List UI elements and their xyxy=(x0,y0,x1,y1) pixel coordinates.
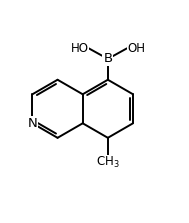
Text: OH: OH xyxy=(127,42,145,55)
Text: HO: HO xyxy=(71,42,89,55)
Text: N: N xyxy=(28,117,37,130)
Text: CH$_3$: CH$_3$ xyxy=(96,155,120,170)
Text: B: B xyxy=(103,52,112,65)
